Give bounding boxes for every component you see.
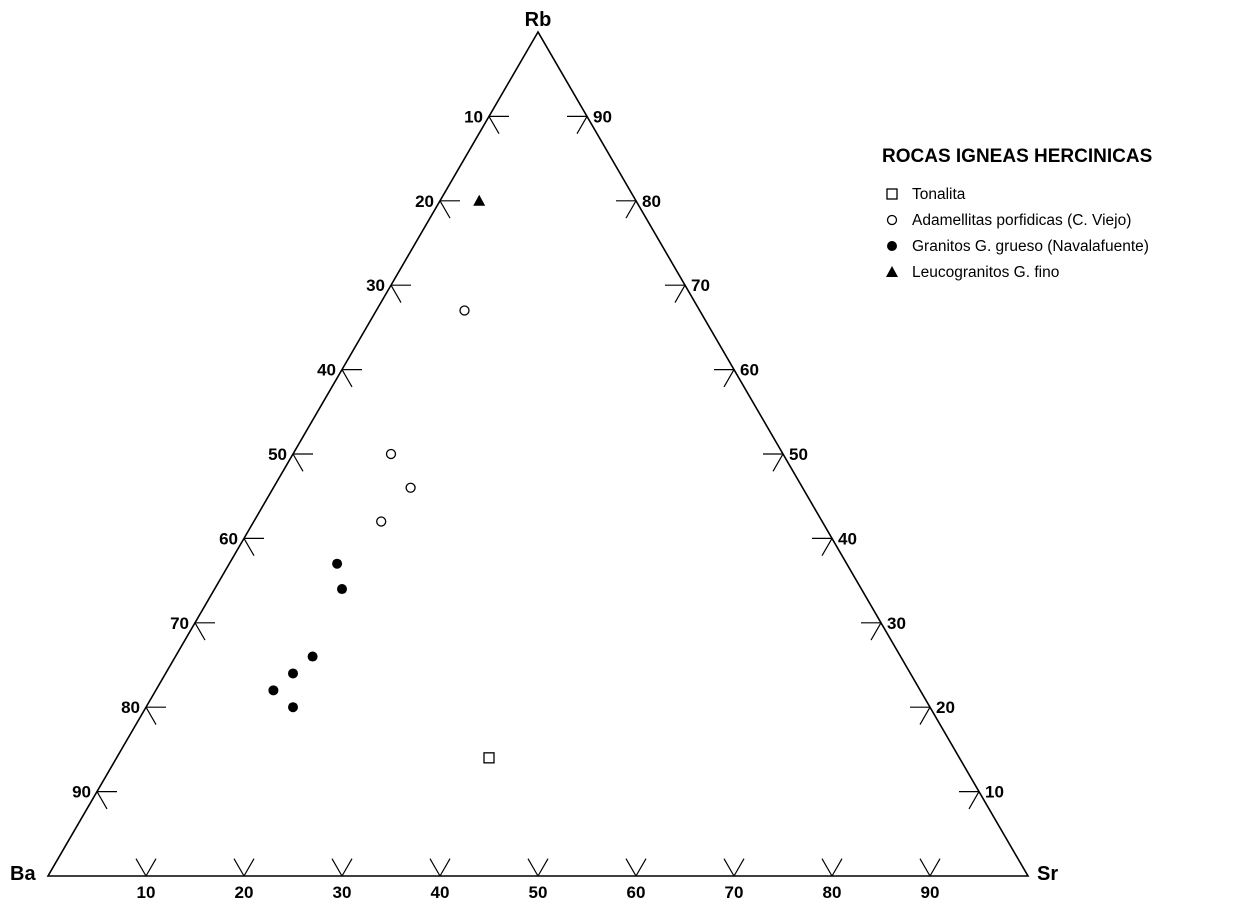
tick-left — [145, 706, 157, 725]
tick-label-right: 70 — [691, 276, 710, 295]
data-point — [376, 516, 387, 527]
tick-left — [341, 369, 353, 388]
data-point — [405, 482, 416, 493]
data-point — [483, 752, 495, 764]
tick-bottom — [135, 858, 147, 877]
tick-left — [390, 284, 402, 303]
data-point — [288, 668, 298, 679]
legend-entry-label: Granitos G. grueso (Navalafuente) — [912, 238, 1149, 255]
data-point — [385, 448, 397, 460]
legend-marker — [886, 214, 898, 226]
tick-label-left: 60 — [219, 529, 238, 548]
ternary-frame — [46, 30, 1030, 877]
data-point — [473, 194, 486, 206]
tick-left — [292, 453, 304, 472]
tick-label-bottom: 50 — [529, 883, 548, 902]
triangle-outline — [46, 30, 1030, 877]
legend-marker — [886, 266, 898, 277]
tick-label-right: 10 — [985, 783, 1004, 802]
legend-marker — [886, 188, 898, 200]
tick-bottom — [831, 858, 843, 877]
data-points — [268, 194, 495, 764]
data-point — [337, 584, 347, 595]
tick-label-bottom: 80 — [823, 883, 842, 902]
legend-entry-label: Adamellitas porfidicas (C. Viejo) — [912, 212, 1131, 229]
vertex-label-rb: Rb — [525, 9, 552, 31]
tick-label-left: 80 — [121, 698, 140, 717]
tick-right — [576, 116, 588, 135]
legend-items: Tonalita Adamellitas porfidicas (C. Viejo… — [886, 186, 1149, 281]
tick-right — [870, 622, 882, 641]
data-point — [268, 685, 279, 696]
data-point — [307, 651, 318, 662]
tick-left — [439, 200, 451, 219]
tick-right — [723, 369, 735, 388]
tick-label-right: 40 — [838, 529, 857, 548]
tick-label-right: 20 — [936, 698, 955, 717]
tick-right — [919, 706, 931, 725]
tick-bottom — [233, 858, 245, 877]
tick-label-bottom: 60 — [627, 883, 646, 902]
vertex-label-sr: Sr — [1037, 863, 1058, 885]
tick-left — [96, 791, 108, 810]
tick-label-bottom: 70 — [725, 883, 744, 902]
tick-marks: 10 90 10 20 80 20 30 70 30 40 60 40 50 50 50 60 40 60 70 30… — [72, 107, 1004, 902]
tick-bottom — [527, 858, 539, 877]
tick-bottom — [243, 858, 255, 877]
tick-label-left: 30 — [366, 276, 385, 295]
legend-entry-label: Leucogranitos G. fino — [912, 264, 1059, 281]
tick-label-right: 80 — [642, 192, 661, 211]
tick-label-right: 30 — [887, 614, 906, 633]
legend-title: ROCAS IGNEAS HERCINICAS — [882, 146, 1152, 167]
tick-right — [968, 791, 980, 810]
tick-label-left: 20 — [415, 192, 434, 211]
tick-label-right: 50 — [789, 445, 808, 464]
tick-left — [243, 538, 255, 557]
tick-bottom — [919, 858, 931, 877]
tick-label-left: 70 — [170, 614, 189, 633]
tick-label-bottom: 10 — [137, 883, 156, 902]
tick-right — [821, 538, 833, 557]
tick-bottom — [145, 858, 157, 877]
legend-marker — [887, 241, 897, 251]
legend-entry-label: Tonalita — [912, 186, 966, 203]
tick-label-left: 40 — [317, 361, 336, 380]
vertex-label-ba: Ba — [10, 863, 36, 885]
data-point — [459, 305, 470, 316]
tick-right — [674, 284, 686, 303]
tick-bottom — [439, 858, 451, 877]
tick-bottom — [537, 858, 549, 877]
legend: ROCAS IGNEAS HERCINICAS Tonalita Adamelli… — [882, 146, 1152, 281]
tick-bottom — [821, 858, 833, 877]
tick-left — [194, 622, 206, 641]
tick-right — [625, 200, 637, 219]
tick-bottom — [331, 858, 343, 877]
tick-label-bottom: 40 — [431, 883, 450, 902]
data-point — [288, 702, 298, 713]
tick-label-bottom: 20 — [235, 883, 254, 902]
tick-bottom — [733, 858, 745, 877]
data-point — [332, 558, 343, 569]
tick-bottom — [929, 858, 941, 877]
tick-label-right: 90 — [593, 107, 612, 126]
tick-label-bottom: 90 — [921, 883, 940, 902]
tick-label-left: 90 — [72, 783, 91, 802]
tick-bottom — [341, 858, 353, 877]
tick-bottom — [723, 858, 735, 877]
tick-left — [488, 116, 500, 135]
tick-bottom — [635, 858, 647, 877]
tick-right — [772, 453, 784, 472]
tick-label-left: 50 — [268, 445, 287, 464]
tick-bottom — [625, 858, 637, 877]
tick-label-left: 10 — [464, 107, 483, 126]
tick-label-bottom: 30 — [333, 883, 352, 902]
tick-label-right: 60 — [740, 361, 759, 380]
tick-bottom — [429, 858, 441, 877]
